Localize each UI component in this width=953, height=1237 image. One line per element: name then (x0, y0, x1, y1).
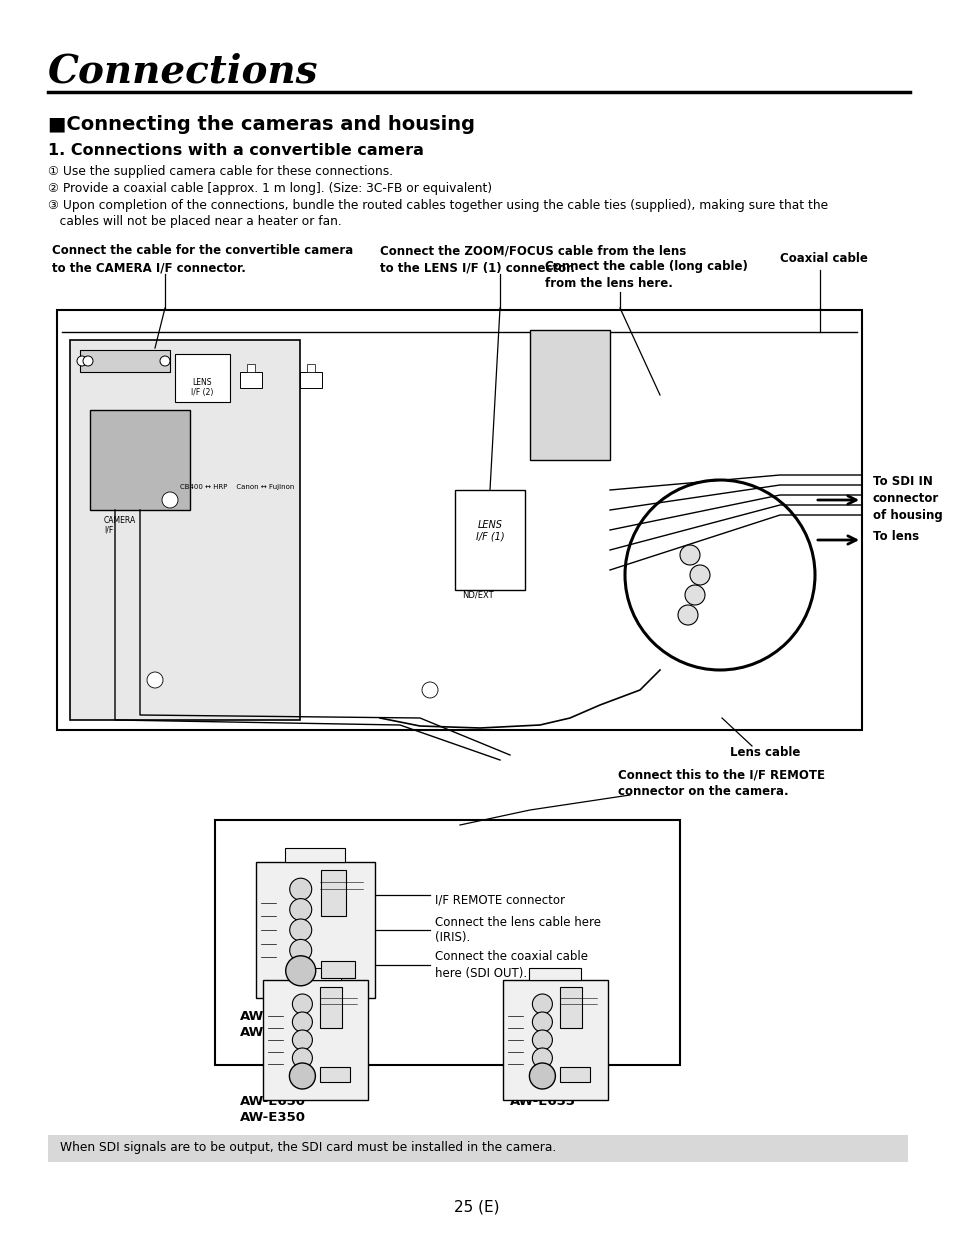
Bar (70, 340, 299, 720)
Circle shape (285, 956, 315, 986)
Text: Lens cable: Lens cable (729, 746, 800, 760)
Text: AW-E650: AW-E650 (240, 1095, 306, 1108)
Circle shape (83, 356, 92, 366)
Circle shape (147, 672, 163, 688)
Text: 25 (E): 25 (E) (454, 1200, 499, 1215)
Text: Connect the cable (long cable)
from the lens here.: Connect the cable (long cable) from the … (544, 260, 747, 289)
Text: CB400 ↔ HRP    Canon ↔ Fujinon: CB400 ↔ HRP Canon ↔ Fujinon (180, 484, 294, 490)
Circle shape (292, 1012, 312, 1032)
Bar (285, 849, 344, 862)
Bar (174, 354, 230, 402)
Text: AW-E750: AW-E750 (240, 1009, 306, 1023)
Circle shape (290, 919, 312, 941)
Circle shape (160, 356, 170, 366)
Circle shape (689, 565, 709, 585)
Circle shape (679, 546, 700, 565)
Bar (247, 364, 254, 372)
Text: CAMERA
I/F: CAMERA I/F (104, 516, 136, 534)
Circle shape (678, 605, 698, 625)
Circle shape (292, 1048, 312, 1068)
Bar (90, 409, 190, 510)
Circle shape (529, 1063, 555, 1089)
Bar (320, 1068, 350, 1082)
Text: To lens: To lens (872, 529, 918, 543)
Circle shape (532, 1030, 552, 1050)
Circle shape (290, 878, 312, 901)
Text: ③ Upon completion of the connections, bundle the routed cables together using th: ③ Upon completion of the connections, bu… (48, 199, 827, 212)
Text: When SDI signals are to be output, the SDI card must be installed in the camera.: When SDI signals are to be output, the S… (60, 1142, 556, 1154)
Text: To SDI IN
connector
of housing: To SDI IN connector of housing (872, 475, 942, 522)
Circle shape (292, 1030, 312, 1050)
Bar (320, 961, 355, 977)
Text: Coaxial cable: Coaxial cable (780, 252, 867, 265)
Circle shape (162, 492, 178, 508)
Bar (263, 980, 368, 1100)
Bar (455, 490, 524, 590)
Bar (559, 987, 581, 1028)
Text: AW-E655: AW-E655 (510, 1095, 576, 1108)
Circle shape (290, 898, 312, 920)
Text: Connect the lens cable here
(IRIS).: Connect the lens cable here (IRIS). (435, 915, 600, 945)
Bar (528, 969, 580, 980)
Circle shape (684, 585, 704, 605)
Text: LENS
I/F (2): LENS I/F (2) (191, 379, 213, 397)
Text: AW-E350: AW-E350 (240, 1111, 306, 1124)
Bar (559, 1068, 590, 1082)
Circle shape (532, 1012, 552, 1032)
Circle shape (77, 356, 87, 366)
Text: ① Use the supplied camera cable for these connections.: ① Use the supplied camera cable for thes… (48, 165, 393, 178)
Circle shape (292, 995, 312, 1014)
Bar (289, 969, 341, 980)
Text: cables will not be placed near a heater or fan.: cables will not be placed near a heater … (48, 215, 341, 228)
Text: 1. Connections with a convertible camera: 1. Connections with a convertible camera (48, 143, 423, 158)
Circle shape (290, 939, 312, 961)
Text: Connections: Connections (48, 52, 318, 90)
Text: Connect the coaxial cable
here (SDI OUT).: Connect the coaxial cable here (SDI OUT)… (435, 950, 587, 980)
Text: AW-E860: AW-E860 (240, 1025, 306, 1039)
Text: ■Connecting the cameras and housing: ■Connecting the cameras and housing (48, 115, 475, 134)
Bar (502, 980, 607, 1100)
Bar (214, 820, 679, 1065)
Bar (307, 364, 314, 372)
Circle shape (532, 995, 552, 1014)
Bar (80, 350, 170, 372)
Bar (530, 330, 609, 460)
Circle shape (289, 1063, 315, 1089)
Text: Connect this to the I/F REMOTE
connector on the camera.: Connect this to the I/F REMOTE connector… (618, 768, 824, 798)
Bar (299, 372, 322, 388)
Text: ND/EXT: ND/EXT (461, 590, 493, 599)
Text: LENS
I/F (1): LENS I/F (1) (476, 520, 504, 542)
Bar (320, 987, 342, 1028)
Text: ② Provide a coaxial cable [approx. 1 m long]. (Size: 3C-FB or equivalent): ② Provide a coaxial cable [approx. 1 m l… (48, 182, 492, 195)
Bar (255, 862, 375, 998)
Text: Connect the ZOOM/FOCUS cable from the lens
to the LENS I/F (1) connector.: Connect the ZOOM/FOCUS cable from the le… (379, 244, 685, 275)
Circle shape (532, 1048, 552, 1068)
Text: Connect the cable for the convertible camera
to the CAMERA I/F connector.: Connect the cable for the convertible ca… (52, 244, 353, 275)
Bar (48, 1136, 907, 1162)
Bar (57, 310, 862, 730)
Bar (240, 372, 262, 388)
Circle shape (421, 682, 437, 698)
Bar (320, 871, 346, 917)
Text: I/F REMOTE connector: I/F REMOTE connector (435, 893, 564, 907)
